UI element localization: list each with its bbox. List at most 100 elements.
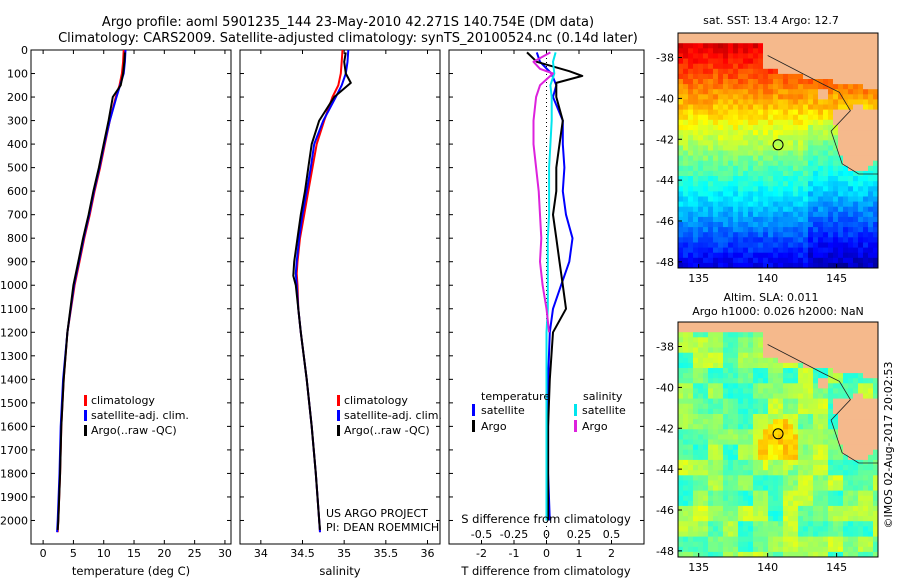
map-cell (848, 403, 854, 410)
map-cell (773, 201, 779, 208)
map-cell (698, 505, 704, 512)
map-cell (703, 38, 709, 44)
map-cell (818, 191, 824, 198)
map-cell (788, 150, 794, 157)
map-cell (678, 176, 684, 182)
map-cell (788, 104, 794, 111)
map-cell (873, 232, 878, 238)
map-cell (713, 89, 719, 95)
map-cell (708, 419, 714, 425)
map-cell (808, 536, 814, 543)
map-cell (828, 114, 834, 121)
map-cell (788, 337, 794, 343)
map-cell (718, 444, 724, 451)
map-cell (718, 526, 724, 532)
y-tick-label: 1600 (0, 420, 28, 433)
map-cell (783, 53, 789, 60)
map-cell (783, 135, 789, 141)
map-cell (708, 362, 714, 369)
map-cell (758, 252, 764, 259)
map-cell (793, 155, 799, 162)
map-cell (848, 536, 854, 543)
map-cell (858, 191, 864, 198)
map-cell (848, 43, 854, 49)
map-cell (868, 408, 874, 415)
map-cell (838, 383, 844, 389)
map-cell (778, 536, 784, 543)
map-cell (733, 332, 739, 338)
map-cell (753, 424, 759, 430)
map-cell (698, 408, 704, 415)
map-cell (683, 160, 689, 167)
map-cell (723, 516, 729, 522)
map-cell (788, 135, 794, 141)
map-cell (718, 109, 724, 116)
map-cell (838, 58, 844, 65)
map-cell (873, 444, 878, 451)
map-cell (793, 342, 799, 349)
map-cell (758, 398, 764, 405)
map-cell (778, 43, 784, 49)
map-cell (703, 342, 709, 349)
map-cell (743, 444, 749, 451)
map-cell (813, 536, 819, 543)
map-cell (803, 546, 809, 553)
map-cell (758, 490, 764, 497)
map-cell (738, 526, 744, 532)
map-cell (723, 211, 729, 218)
map-cell (753, 322, 759, 328)
map-cell (773, 79, 779, 85)
map-cell (748, 546, 754, 553)
map-cell (748, 48, 754, 54)
map-cell (843, 114, 849, 121)
map-cell (828, 206, 834, 213)
map-cell (713, 222, 719, 228)
map-cell (728, 434, 734, 441)
map-cell (823, 176, 829, 182)
map-cell (748, 94, 754, 100)
map-cell (798, 84, 804, 90)
map-cell (798, 79, 804, 85)
map-cell (813, 500, 819, 507)
map-cell (733, 114, 739, 121)
map-cell (823, 434, 829, 441)
map-cell (858, 465, 864, 471)
map-cell (693, 114, 699, 121)
map-cell (718, 237, 724, 243)
map-cell (763, 419, 769, 425)
map-cell (703, 216, 709, 223)
map-cell (823, 33, 829, 39)
map-cell (808, 53, 814, 60)
map-cell (723, 403, 729, 410)
map-cell (758, 114, 764, 121)
map-cell (758, 232, 764, 238)
map-cell (728, 516, 734, 522)
map-cell (828, 109, 834, 116)
map-cell (703, 211, 709, 218)
map-cell (798, 94, 804, 100)
map-cell (713, 419, 719, 425)
map-cell (678, 429, 684, 435)
map-cell (728, 429, 734, 435)
map-cell (863, 322, 869, 328)
map-cell (823, 470, 829, 476)
map-cell (683, 191, 689, 198)
map-cell (808, 109, 814, 116)
map-cell (813, 176, 819, 182)
map-cell (848, 398, 854, 405)
map-cell (768, 521, 774, 527)
map-cell (853, 475, 859, 481)
map-cell (823, 109, 829, 116)
map-cell (773, 181, 779, 187)
map-cell (813, 89, 819, 95)
map-cell (698, 79, 704, 85)
map-cell (763, 536, 769, 543)
map-cell (818, 373, 824, 379)
map-cell (688, 408, 694, 415)
map-cell (848, 337, 854, 343)
map-cell (788, 165, 794, 172)
map-cell (793, 398, 799, 405)
map-cell (868, 470, 874, 476)
map-cell (703, 222, 709, 228)
map-cell (678, 63, 684, 70)
